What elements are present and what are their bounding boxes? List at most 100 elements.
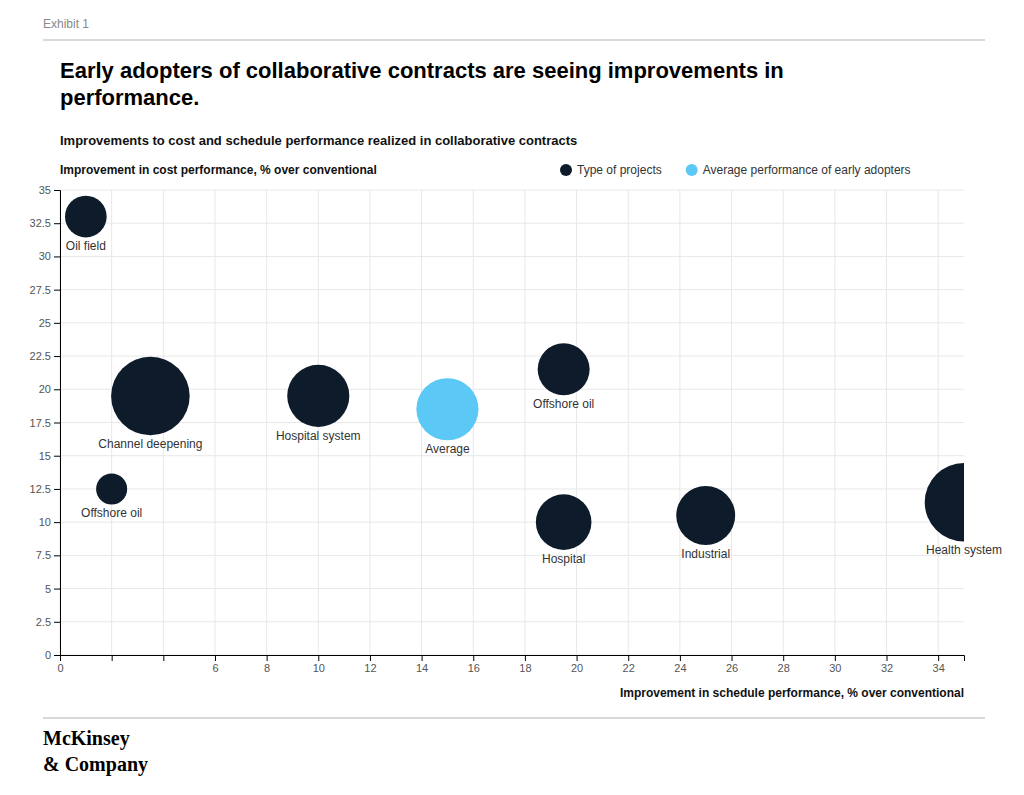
bubble <box>925 463 964 542</box>
x-axis-title: Improvement in schedule performance, % o… <box>620 686 964 700</box>
y-grid-line <box>60 588 964 589</box>
bubble-label: Channel deepening <box>98 437 202 451</box>
y-axis: 02.557.51012.51517.52022.52527.53032.535 <box>30 184 61 661</box>
x-axis-tick: 12 <box>364 655 376 674</box>
bubble <box>538 343 590 395</box>
y-axis-tick-label: 7.5 <box>36 549 51 561</box>
chart: Exhibit 1 Early adopters of collaborative… <box>0 0 1024 795</box>
y-grid-line <box>60 488 964 489</box>
x-axis-tick: 20 <box>571 655 583 674</box>
y-grid-line <box>60 389 964 390</box>
x-axis-tick: 0 <box>57 655 63 674</box>
y-grid-line <box>60 522 964 523</box>
x-axis-tick <box>112 655 113 661</box>
bubble <box>96 473 127 504</box>
x-axis-tick-label: 14 <box>416 662 428 674</box>
x-axis-tick-mark <box>887 655 888 661</box>
bubble-label: Average <box>425 442 470 456</box>
y-axis-tick-label: 35 <box>39 184 51 196</box>
y-axis-tick: 25 <box>39 317 60 329</box>
x-axis-tick-label: 34 <box>933 662 945 674</box>
x-axis-tick: 32 <box>881 655 893 674</box>
y-axis-tick: 15 <box>39 450 60 462</box>
legend-label: Type of projects <box>577 163 662 177</box>
legend-swatch <box>686 164 698 176</box>
x-axis-tick-label: 22 <box>623 662 635 674</box>
x-axis-tick-mark <box>732 655 733 661</box>
x-axis-tick-label: 16 <box>468 662 480 674</box>
x-axis-tick-label: 32 <box>881 662 893 674</box>
y-axis-tick-mark <box>54 589 60 590</box>
bubble-label: Health system <box>926 543 1002 557</box>
y-axis-tick: 32.5 <box>30 217 60 229</box>
x-axis-tick-label: 6 <box>212 662 218 674</box>
y-axis-tick: 20 <box>39 383 60 395</box>
y-grid-line <box>60 256 964 257</box>
bubble-label: Hospital system <box>276 429 361 443</box>
x-axis-tick <box>163 655 164 661</box>
bubble <box>676 486 735 545</box>
y-axis-tick-mark <box>54 256 60 257</box>
separator <box>43 39 985 41</box>
y-axis-tick: 5 <box>45 583 60 595</box>
x-axis-tick: 14 <box>416 655 428 674</box>
x-axis-tick-mark <box>370 655 371 661</box>
x-axis-tick-label: 0 <box>57 662 63 674</box>
y-axis-tick-mark <box>54 655 60 656</box>
legend: Type of projectsAverage performance of e… <box>560 163 911 177</box>
y-axis-tick-label: 5 <box>45 583 51 595</box>
legend-swatch <box>560 164 572 176</box>
y-axis-tick-label: 17.5 <box>30 417 51 429</box>
y-axis-tick-label: 22.5 <box>30 350 51 362</box>
x-axis-tick: 24 <box>674 655 686 674</box>
x-axis-tick-label: 8 <box>264 662 270 674</box>
y-axis-tick: 22.5 <box>30 350 60 362</box>
x-axis-tick-mark <box>473 655 474 661</box>
y-axis-tick: 35 <box>39 184 60 196</box>
y-axis-tick: 2.5 <box>36 616 60 628</box>
x-axis-tick: 6 <box>212 655 218 674</box>
title: Early adopters of collaborative contract… <box>60 58 784 110</box>
y-axis-tick: 27.5 <box>30 284 60 296</box>
bubble <box>536 494 592 550</box>
bubble <box>416 378 478 440</box>
x-axis-tick-mark <box>112 655 113 661</box>
y-axis-tick: 17.5 <box>30 417 60 429</box>
x-axis-tick-mark <box>525 655 526 661</box>
bubbles <box>65 196 964 550</box>
x-axis-tick-mark <box>783 655 784 661</box>
bubble-label: Industrial <box>681 547 730 561</box>
y-axis-tick-label: 32.5 <box>30 217 51 229</box>
y-axis-tick-label: 15 <box>39 450 51 462</box>
exhibit-label: Exhibit 1 <box>43 17 89 31</box>
x-axis-tick: 18 <box>519 655 531 674</box>
bubble-label: Offshore oil <box>81 506 142 520</box>
x-axis-tick-label: 28 <box>778 662 790 674</box>
y-grid-line <box>60 322 964 323</box>
x-axis-tick: 30 <box>829 655 841 674</box>
bubble-label: Offshore oil <box>533 397 594 411</box>
logo-text: McKinsey <box>43 727 130 750</box>
x-axis-line <box>61 656 965 662</box>
x-axis-tick: 16 <box>468 655 480 674</box>
y-axis-tick-mark <box>54 190 60 191</box>
y-grid-line <box>60 289 964 290</box>
x-axis-tick: 34 <box>933 655 945 674</box>
logo-text: & Company <box>43 753 148 776</box>
bubble-label: Oil field <box>66 239 106 253</box>
y-axis-tick-label: 0 <box>45 649 51 661</box>
x-axis-tick-mark <box>163 655 164 661</box>
bubble <box>65 196 107 238</box>
legend-item: Type of projects <box>560 163 662 177</box>
y-axis-tick: 7.5 <box>36 549 60 561</box>
x-axis-tick-mark <box>938 655 939 661</box>
y-axis-tick: 10 <box>39 516 60 528</box>
y-axis-tick-mark <box>54 290 60 291</box>
y-axis-tick-label: 10 <box>39 516 51 528</box>
x-axis-tick-mark <box>577 655 578 661</box>
y-axis-tick-label: 25 <box>39 317 51 329</box>
x-axis-tick: 8 <box>264 655 270 674</box>
x-axis-tick: 28 <box>778 655 790 674</box>
x-axis-tick: 22 <box>623 655 635 674</box>
x-axis-tick-label: 20 <box>571 662 583 674</box>
